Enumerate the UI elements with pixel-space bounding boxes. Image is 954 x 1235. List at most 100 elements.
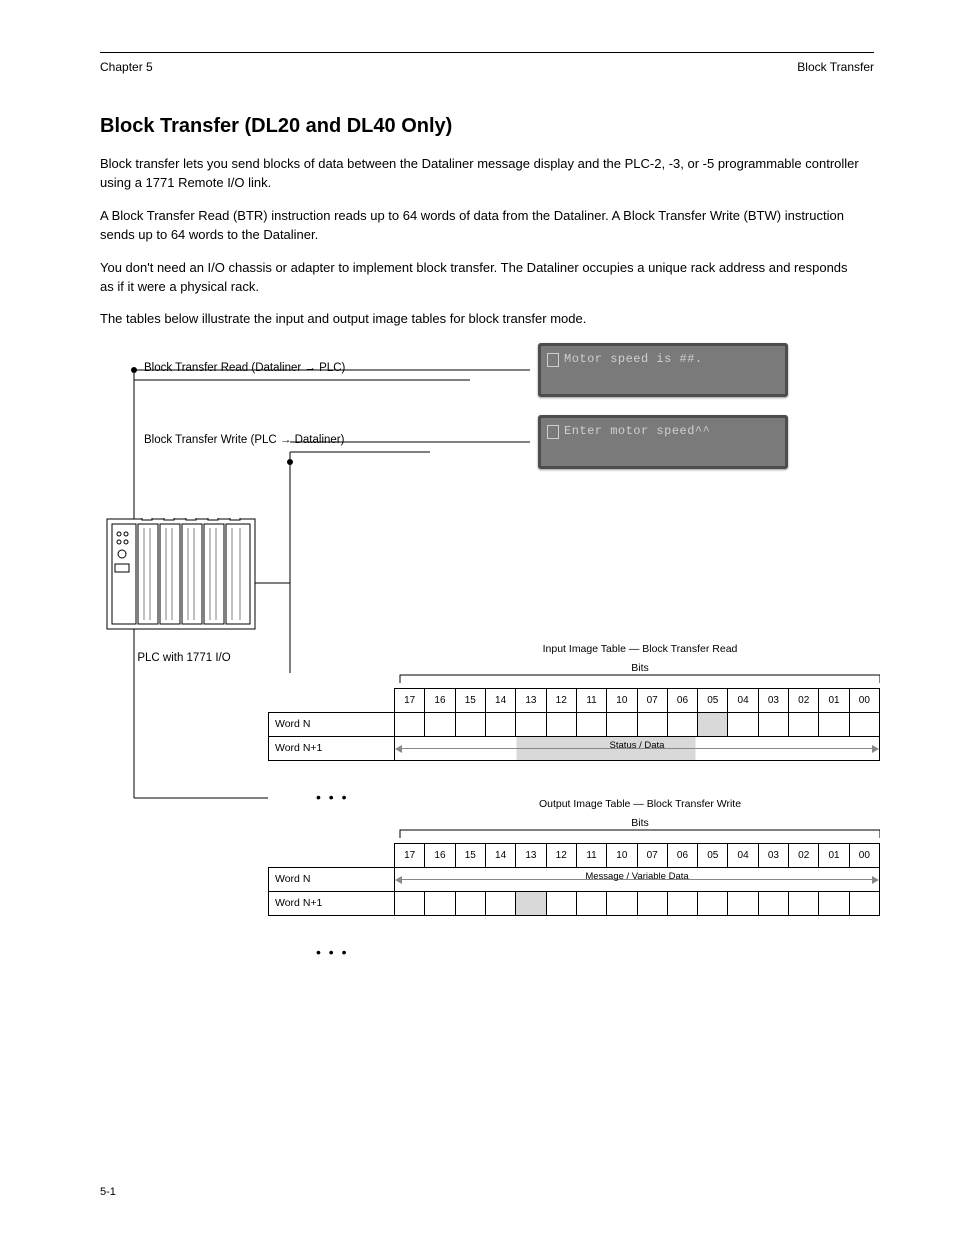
bit-header: 14 [485,689,515,713]
bit-header: 10 [607,844,637,868]
lcd-display-read: Motor speed is ##. [538,343,788,397]
table-corner [269,844,395,868]
bit-header: 11 [576,689,606,713]
bit-header: 15 [455,689,485,713]
bit-cell [789,892,819,916]
plc-caption: PLC with 1771 I/O [114,651,254,665]
bit-header: 06 [667,844,697,868]
bit-header: 02 [789,689,819,713]
block-transfer-diagram: Motor speed is ##. Enter motor speed^^ B… [100,343,880,983]
bit-cell [607,892,637,916]
bit-cell [485,713,515,737]
bit-header: 05 [698,844,728,868]
bit-cell [576,713,606,737]
bit-cell [516,713,546,737]
ellipsis-write: • • • [316,942,348,962]
page-number: 5-1 [100,1185,116,1201]
bit-header: 14 [485,844,515,868]
bit-header: 12 [546,689,576,713]
read-table-title: Input Image Table — Block Transfer Read [400,643,880,656]
bit-cell [849,892,879,916]
bit-header: 00 [849,844,879,868]
bit-cell [819,892,849,916]
bit-header: 01 [819,844,849,868]
para-1: Block transfer lets you send blocks of d… [100,155,860,193]
header-chapter: Chapter 5 [100,59,153,76]
bit-header: 03 [758,844,788,868]
para-4: The tables below illustrate the input an… [100,310,860,329]
bit-cell [425,892,455,916]
bit-cell [789,713,819,737]
bit-cell [728,713,758,737]
bit-header: 02 [789,844,819,868]
bit-cell [485,892,515,916]
row-label: Word N [269,713,395,737]
write-table-title: Output Image Table — Block Transfer Writ… [400,798,880,811]
bit-cell [849,713,879,737]
arrow-label: Message / Variable Data [585,870,688,884]
bit-header: 04 [728,689,758,713]
label-btr: Block Transfer Read (Dataliner → PLC) [144,361,514,375]
bit-cell [546,713,576,737]
para-2: A Block Transfer Read (BTR) instruction … [100,207,860,245]
bit-header: 07 [637,689,667,713]
header-section: Block Transfer [797,59,874,76]
bit-cell [667,892,697,916]
input-image-table: 17161514131211100706050403020100Word NWo… [268,688,880,761]
bits-caption-write: Bits [400,816,880,831]
arrow-label: Status / Data [610,739,665,753]
bit-header: 13 [516,844,546,868]
lcd-text-1: Motor speed is ##. [564,352,703,366]
label-btw: Block Transfer Write (PLC → Dataliner) [144,433,514,447]
row-label: Word N [269,868,395,892]
plc-rack-icon [106,518,256,648]
bit-cell [455,892,485,916]
bit-cell [395,892,425,916]
bit-header: 06 [667,689,697,713]
para-3: You don't need an I/O chassis or adapter… [100,259,860,297]
output-image-table: 17161514131211100706050403020100 Word N Me… [268,843,880,916]
bit-cell [546,892,576,916]
bit-header: 12 [546,844,576,868]
bit-cell [637,892,667,916]
page-header: Chapter 5 Block Transfer [100,59,874,76]
page-title: Block Transfer (DL20 and DL40 Only) [100,112,874,141]
bits-caption-read: Bits [400,661,880,676]
bit-header: 05 [698,689,728,713]
bit-header: 07 [637,844,667,868]
bit-header: 11 [576,844,606,868]
bit-cell [395,713,425,737]
table-corner [269,689,395,713]
bit-header: 03 [758,689,788,713]
bit-header: 17 [395,844,425,868]
ellipsis-read: • • • [316,787,348,807]
bit-header: 15 [455,844,485,868]
bit-cell [607,713,637,737]
bit-cell [667,713,697,737]
bit-cell [698,892,728,916]
bit-header: 16 [425,844,455,868]
bit-header: 01 [819,689,849,713]
row-label: Word N+1 [269,737,395,761]
bit-cell [455,713,485,737]
bit-cell [758,892,788,916]
bit-header: 16 [425,689,455,713]
bit-header: 00 [849,689,879,713]
bit-header: 17 [395,689,425,713]
bit-header: 04 [728,844,758,868]
bit-cell [758,713,788,737]
bit-cell [728,892,758,916]
bit-cell [698,713,728,737]
bit-cell [576,892,606,916]
arrow-cell: Status / Data [395,737,880,761]
bit-cell [819,713,849,737]
body-text: Block transfer lets you send blocks of d… [100,155,860,329]
lcd-display-write: Enter motor speed^^ [538,415,788,469]
bit-header: 10 [607,689,637,713]
arrow-cell: Message / Variable Data [395,868,880,892]
bit-cell [425,713,455,737]
row-label: Word N+1 [269,892,395,916]
lcd-text-2: Enter motor speed^^ [564,424,710,438]
bit-cell [637,713,667,737]
bit-cell [516,892,546,916]
